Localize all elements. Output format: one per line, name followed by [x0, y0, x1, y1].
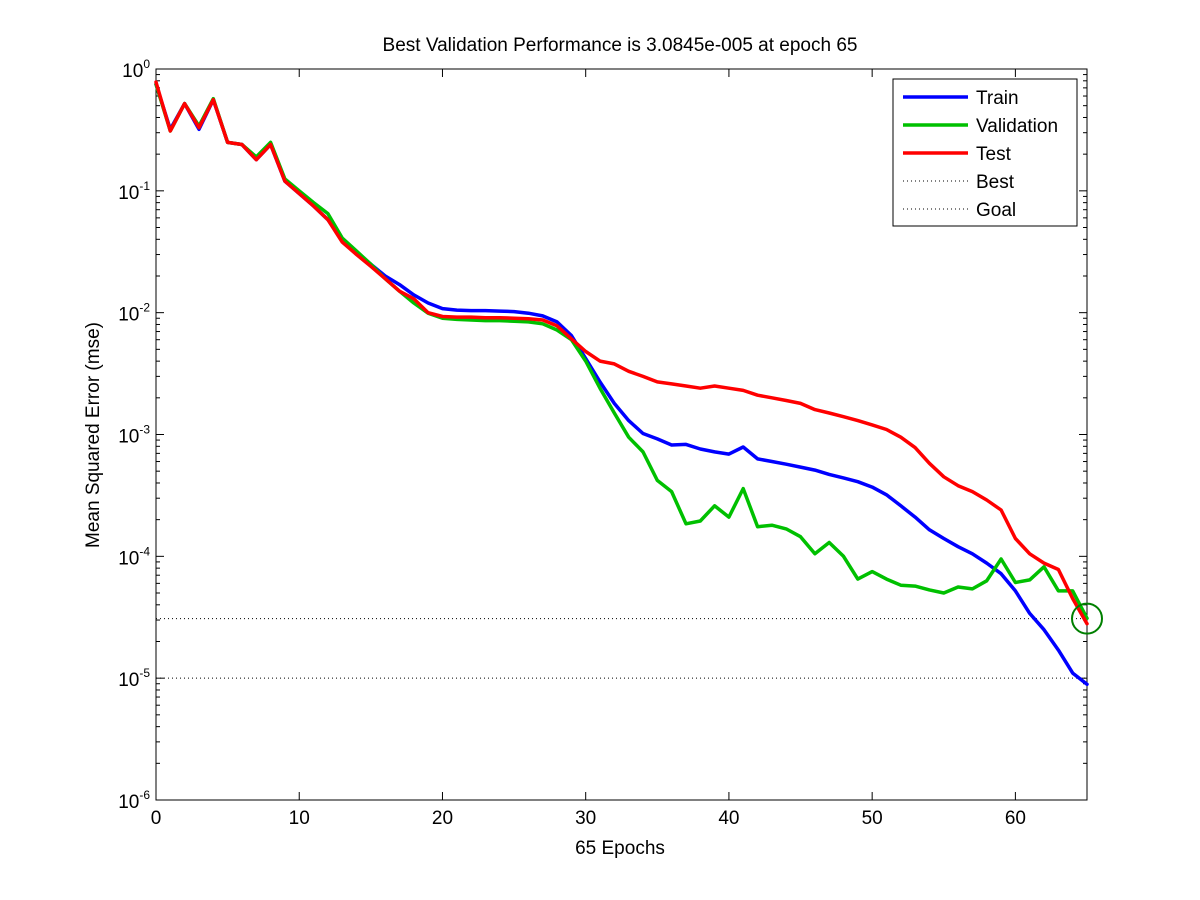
y-tick-base: 10 [118, 792, 139, 813]
y-tick-label: 10-4 [118, 544, 150, 569]
legend-entries: Train Validation Test Best Goal [903, 88, 1058, 221]
x-tick-label: 20 [432, 808, 453, 829]
x-tick-label: 30 [575, 808, 596, 829]
legend-label-test: Test [976, 144, 1012, 165]
y-tick-exponent: -2 [139, 301, 150, 315]
y-tick-base: 10 [118, 305, 139, 326]
y-tick-label: 100 [122, 57, 150, 82]
chart-title: Best Validation Performance is 3.0845e-0… [383, 35, 858, 56]
y-tick-label: 10-6 [118, 788, 150, 813]
y-tick-base: 10 [118, 427, 139, 448]
y-tick-base: 10 [118, 548, 139, 569]
y-axis-label: Mean Squared Error (mse) [83, 322, 104, 548]
x-tick-label: 0 [151, 808, 162, 829]
y-tick-label: 10-5 [118, 666, 150, 691]
legend-label-goal: Goal [976, 200, 1016, 221]
y-tick-exponent: -6 [139, 788, 150, 802]
x-tick-label: 10 [289, 808, 310, 829]
best-epoch-marker [1071, 602, 1103, 635]
y-tick-exponent: -5 [139, 666, 150, 680]
y-tick-exponent: 0 [143, 57, 150, 71]
legend-label-best: Best [976, 172, 1015, 193]
x-axis-label: 65 Epochs [575, 838, 665, 859]
y-tick-label: 10-3 [118, 423, 150, 448]
series-lines [154, 80, 1089, 687]
y-tick-base: 10 [122, 61, 143, 82]
x-tick-labels: 0 10 20 30 40 50 60 [151, 808, 1026, 829]
best-marker-layer [1071, 602, 1103, 635]
y-tick-exponent: -4 [139, 544, 150, 558]
y-tick-exponent: -3 [139, 423, 150, 437]
legend-label-train: Train [976, 88, 1019, 109]
y-tick-base: 10 [118, 670, 139, 691]
validation-series-line [154, 82, 1089, 621]
x-tick-label: 60 [1005, 808, 1026, 829]
y-tick-label: 10-1 [118, 179, 150, 204]
y-tick-exponent: -1 [139, 179, 150, 193]
x-tick-label: 50 [862, 808, 883, 829]
legend-label-validation: Validation [976, 116, 1058, 137]
test-series-line [154, 80, 1089, 626]
y-tick-label: 10-2 [118, 301, 150, 326]
legend: Train Validation Test Best Goal [892, 78, 1078, 227]
x-tick-label: 40 [718, 808, 739, 829]
y-tick-base: 10 [118, 183, 139, 204]
